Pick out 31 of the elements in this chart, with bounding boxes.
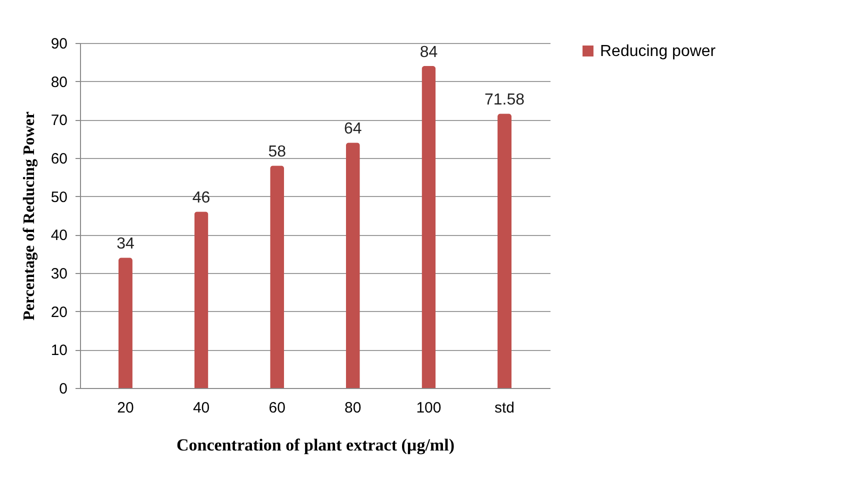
data-label: 64 [344,120,362,138]
y-tick-label: 80 [50,74,68,91]
data-label: 46 [192,190,210,207]
x-tick-label: 100 [416,400,442,416]
y-tick-label: 20 [50,304,68,321]
y-axis-title: Percentage of Reducing Power [20,112,38,320]
x-tick-label: 40 [192,400,210,416]
bar [270,166,284,388]
y-tick-label: 30 [50,266,68,282]
bar [194,212,208,388]
y-tick-label: 90 [50,36,68,52]
y-tick-label: 70 [50,112,68,130]
y-tick-label: 50 [50,188,68,206]
bar [346,142,360,388]
x-tick-label: 80 [344,400,362,416]
y-tick-label: 60 [50,150,68,168]
x-tick-label: std [494,400,515,416]
legend-label: Reducing power [600,43,716,60]
data-label: 71.58 [484,92,525,109]
bar [498,114,512,388]
y-tick-label: 10 [50,342,68,360]
data-label: 34 [116,236,134,253]
bar [118,258,132,388]
data-label: 58 [268,144,286,161]
x-tick-label: 20 [117,400,134,416]
x-axis-title: Concentration of plant extract (µg/ml) [176,436,454,454]
data-label: 84 [420,44,438,61]
x-tick-label: 60 [268,400,286,416]
bar [422,66,436,388]
y-tick-label: 0 [59,380,68,398]
y-tick-label: 40 [50,227,68,244]
